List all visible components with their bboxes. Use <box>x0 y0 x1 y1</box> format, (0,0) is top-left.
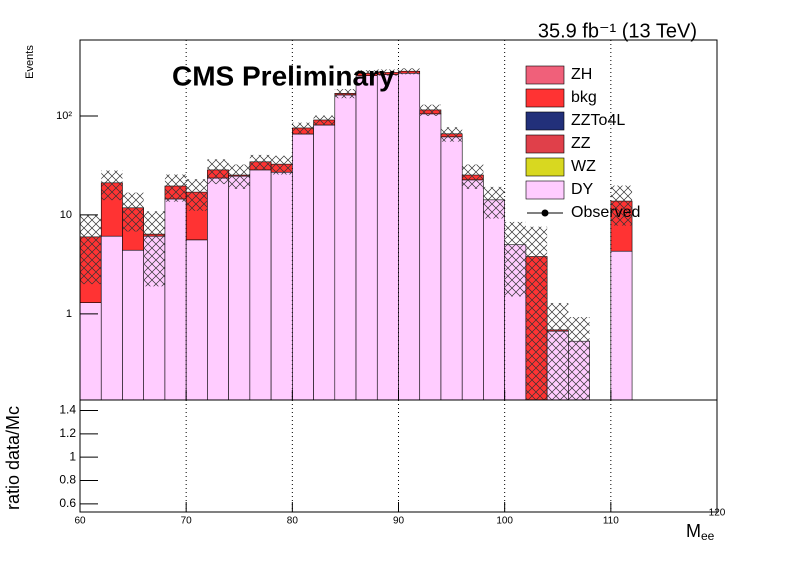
x-tick-label: 70 <box>181 516 193 527</box>
uncertainty-band <box>334 89 357 99</box>
bar-segment <box>185 239 208 401</box>
uncertainty-band <box>143 211 165 287</box>
legend-swatch <box>525 88 565 108</box>
uncertainty-band <box>186 179 208 211</box>
ratio-y-label: ratio data/Mc <box>3 406 23 510</box>
legend-label: DY <box>571 181 594 198</box>
bar-segment <box>398 72 421 401</box>
bar-segment <box>164 198 187 401</box>
uncertainty-band <box>271 155 293 175</box>
uncertainty-band <box>228 164 250 189</box>
uncertainty-band <box>377 69 399 76</box>
lumi-label: 35.9 fb⁻¹ (13 TeV) <box>538 20 697 42</box>
bar-segment <box>376 74 399 401</box>
x-tick-label: 80 <box>287 516 299 527</box>
uncertainty-band <box>419 104 441 116</box>
bar-segment <box>100 235 123 401</box>
legend-label: ZZTo4L <box>571 112 625 129</box>
chart-title: CMS Preliminary <box>172 60 395 91</box>
x-tick-label: 100 <box>496 516 513 527</box>
bar-segment <box>292 133 314 401</box>
y-axis-label: Events <box>24 45 36 79</box>
uncertainty-band <box>249 154 272 171</box>
uncertainty-band <box>483 186 505 219</box>
y-tick-label: 1 <box>66 308 72 320</box>
ratio-tick-label: 0.8 <box>59 473 76 487</box>
x-axis-label-main: M <box>686 521 701 541</box>
legend-label: ZH <box>571 66 592 83</box>
uncertainty-band <box>568 317 590 400</box>
x-axis-label-sub: ee <box>701 529 715 543</box>
legend-swatch <box>525 157 565 177</box>
uncertainty-band <box>610 185 633 226</box>
bar-segment <box>79 302 102 401</box>
legend-marker <box>541 209 549 217</box>
y-tick-label: 10 <box>60 209 72 221</box>
legend-swatch <box>525 65 565 85</box>
bar-segment <box>122 249 145 401</box>
x-tick-label: 90 <box>393 516 405 527</box>
legend-swatch <box>525 134 565 154</box>
uncertainty-band <box>547 302 569 400</box>
bar-segment <box>207 177 229 401</box>
uncertainty-band <box>356 70 378 77</box>
legend-swatch <box>525 180 565 200</box>
uncertainty-band <box>292 122 314 135</box>
bar-segment <box>313 124 336 401</box>
legend-label: ZZ <box>571 135 591 152</box>
x-tick-label: 60 <box>74 516 86 527</box>
uncertainty-band <box>313 115 335 125</box>
ratio-tick-label: 0.6 <box>59 496 76 510</box>
bar-segment <box>228 175 251 401</box>
y-tick-label: 10² <box>56 110 72 122</box>
legend-label: bkg <box>571 89 597 106</box>
uncertainty-band <box>80 214 102 285</box>
bar-segment <box>355 75 378 401</box>
legend-swatch <box>525 111 565 131</box>
plot-layer <box>79 68 633 401</box>
x-tick-label: 110 <box>603 516 619 527</box>
bar-segment <box>483 199 505 401</box>
uncertainty-band <box>440 127 463 142</box>
bar-segment <box>610 250 633 401</box>
uncertainty-band <box>164 174 187 202</box>
bar-segment <box>249 169 272 401</box>
uncertainty-band <box>525 226 548 400</box>
uncertainty-band <box>398 68 420 75</box>
uncertainty-band <box>462 164 484 189</box>
x-axis-label: Mee <box>686 521 715 543</box>
bar-segment <box>419 113 442 401</box>
x-tick-label: 120 <box>709 508 726 519</box>
legend-label: WZ <box>571 158 596 175</box>
bar-segment <box>461 179 484 401</box>
legend-label: Observed <box>571 204 640 221</box>
ratio-tick-label: 1.2 <box>59 426 76 440</box>
bar-segment <box>440 136 463 401</box>
uncertainty-band <box>122 192 144 232</box>
uncertainty-band <box>207 159 229 185</box>
uncertainty-band <box>504 221 526 297</box>
bar-segment <box>334 94 357 401</box>
uncertainty-band <box>101 170 123 201</box>
bar-segment <box>270 171 293 401</box>
ratio-tick-label: 1.4 <box>59 403 76 417</box>
ratio-tick-label: 1 <box>69 449 76 463</box>
